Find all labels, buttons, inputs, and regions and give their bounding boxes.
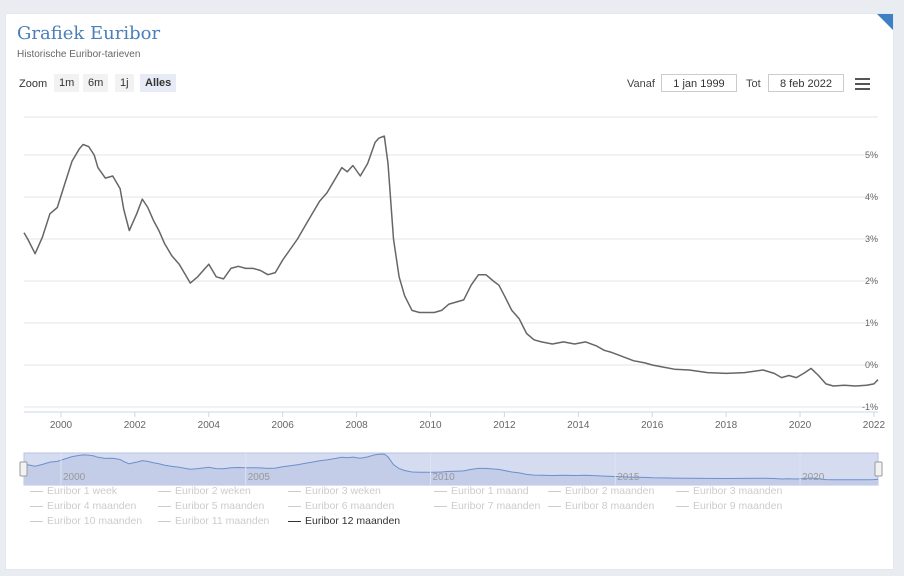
navigator-area bbox=[24, 454, 878, 485]
legend-item[interactable]: Euribor 12 maanden bbox=[288, 515, 400, 527]
legend-label: Euribor 3 weken bbox=[305, 485, 381, 497]
x-tick-label: 2014 bbox=[567, 420, 590, 431]
legend-swatch bbox=[548, 505, 561, 507]
legend-item[interactable]: Euribor 7 maanden bbox=[434, 500, 540, 512]
navigator-left-handle[interactable] bbox=[19, 461, 28, 477]
x-tick-label: 2016 bbox=[641, 420, 664, 431]
legend-label: Euribor 9 maanden bbox=[693, 500, 783, 512]
legend-swatch bbox=[676, 505, 689, 507]
legend-swatch bbox=[158, 520, 171, 522]
legend-item[interactable]: Euribor 1 maand bbox=[434, 485, 529, 497]
navigator-tick-label: 2015 bbox=[617, 472, 640, 483]
legend-item[interactable]: Euribor 8 maanden bbox=[548, 500, 654, 512]
navigator-right-handle[interactable] bbox=[874, 461, 883, 477]
legend-swatch bbox=[434, 505, 447, 507]
legend-label: Euribor 8 maanden bbox=[565, 500, 655, 512]
chart-subtitle: Historische Euribor-tarieven bbox=[17, 49, 141, 60]
corner-marker-icon bbox=[877, 14, 893, 30]
to-label: Tot bbox=[746, 78, 761, 90]
x-tick-label: 2012 bbox=[493, 420, 516, 431]
x-tick-label: 2018 bbox=[715, 420, 738, 431]
legend-label: Euribor 1 maand bbox=[451, 485, 529, 497]
legend-item[interactable]: Euribor 1 week bbox=[30, 485, 117, 497]
legend-swatch bbox=[30, 490, 43, 492]
x-tick-label: 2010 bbox=[419, 420, 442, 431]
legend-label: Euribor 11 maanden bbox=[175, 515, 270, 527]
x-tick-label: 2022 bbox=[863, 420, 886, 431]
from-label: Vanaf bbox=[627, 78, 655, 90]
series-line-euribor-12-maanden bbox=[23, 135, 879, 387]
legend-swatch bbox=[288, 505, 301, 507]
x-tick-label: 2020 bbox=[789, 420, 812, 431]
navigator-tick-label: 2005 bbox=[248, 472, 271, 483]
y-tick-label: -1% bbox=[862, 402, 878, 412]
legend-swatch bbox=[158, 505, 171, 507]
legend-label: Euribor 2 weken bbox=[175, 485, 251, 497]
y-tick-label: 4% bbox=[865, 192, 878, 202]
legend-label: Euribor 6 maanden bbox=[305, 500, 395, 512]
legend-label: Euribor 12 maanden bbox=[305, 515, 401, 527]
navigator-tick-label: 2000 bbox=[63, 472, 86, 483]
legend-swatch bbox=[158, 490, 171, 492]
zoom-label: Zoom bbox=[19, 78, 48, 90]
legend-swatch bbox=[288, 520, 301, 522]
zoom-1m-button[interactable]: 1m bbox=[54, 74, 80, 92]
y-tick-label: 3% bbox=[865, 234, 878, 244]
zoom-1j-button[interactable]: 1j bbox=[115, 74, 134, 92]
legend-label: Euribor 10 maanden bbox=[47, 515, 143, 527]
hamburger-menu-icon[interactable] bbox=[855, 78, 870, 90]
zoom-all-button[interactable]: Alles bbox=[140, 74, 177, 92]
navigator-tick-label: 2010 bbox=[432, 472, 455, 483]
legend-swatch bbox=[288, 490, 301, 492]
y-tick-label: 1% bbox=[865, 318, 878, 328]
legend-label: Euribor 1 week bbox=[47, 485, 118, 497]
to-date-input[interactable]: 8 feb 2022 bbox=[768, 74, 844, 92]
x-tick-label: 2008 bbox=[345, 420, 368, 431]
legend-label: Euribor 7 maanden bbox=[451, 500, 541, 512]
legend-swatch bbox=[434, 490, 447, 492]
legend-swatch bbox=[548, 490, 561, 492]
legend-item[interactable]: Euribor 10 maanden bbox=[30, 515, 142, 527]
legend-item[interactable]: Euribor 3 maanden bbox=[676, 485, 782, 497]
x-tick-label: 2006 bbox=[272, 420, 295, 431]
legend-swatch bbox=[676, 490, 689, 492]
x-tick-label: 2002 bbox=[124, 420, 147, 431]
legend-label: Euribor 4 maanden bbox=[47, 500, 137, 512]
navigator-tick-label: 2020 bbox=[802, 472, 825, 483]
from-date-input[interactable]: 1 jan 1999 bbox=[661, 74, 737, 92]
legend-label: Euribor 2 maanden bbox=[565, 485, 655, 497]
y-tick-label: 0% bbox=[865, 360, 878, 370]
legend-item[interactable]: Euribor 4 maanden bbox=[30, 500, 136, 512]
chart-title: Grafiek Euribor bbox=[17, 23, 161, 44]
x-tick-label: 2000 bbox=[50, 420, 73, 431]
legend-item[interactable]: Euribor 2 weken bbox=[158, 485, 251, 497]
zoom-6m-button[interactable]: 6m bbox=[83, 74, 109, 92]
legend-swatch bbox=[30, 520, 43, 522]
legend-item[interactable]: Euribor 6 maanden bbox=[288, 500, 394, 512]
y-tick-label: 2% bbox=[865, 276, 878, 286]
legend-item[interactable]: Euribor 9 maanden bbox=[676, 500, 782, 512]
legend-item[interactable]: Euribor 3 weken bbox=[288, 485, 381, 497]
x-tick-label: 2004 bbox=[198, 420, 221, 431]
legend-item[interactable]: Euribor 11 maanden bbox=[158, 515, 269, 527]
legend-item[interactable]: Euribor 2 maanden bbox=[548, 485, 654, 497]
legend-swatch bbox=[30, 505, 43, 507]
legend-item[interactable]: Euribor 5 maanden bbox=[158, 500, 264, 512]
y-tick-label: 5% bbox=[865, 150, 878, 160]
legend-label: Euribor 3 maanden bbox=[693, 485, 783, 497]
legend-label: Euribor 5 maanden bbox=[175, 500, 265, 512]
navigator-series-line bbox=[23, 453, 879, 481]
